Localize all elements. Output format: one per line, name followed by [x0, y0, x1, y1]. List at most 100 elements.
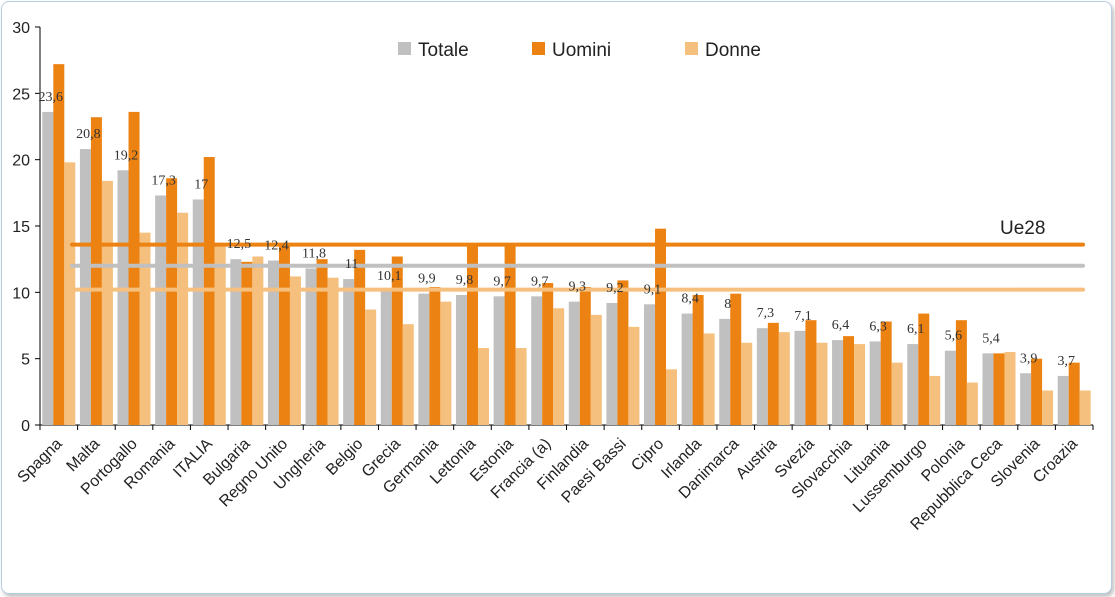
x-tick-label: Austria	[733, 435, 780, 482]
data-label-totale: 17,3	[151, 173, 176, 188]
bar-donne	[553, 308, 565, 425]
bar-totale	[606, 302, 618, 425]
bar-totale	[42, 111, 54, 425]
bar-uomini	[918, 313, 930, 425]
data-label-totale: 11	[345, 257, 358, 272]
bar-uomini	[466, 243, 478, 425]
legend: Totale Uomini Donne	[398, 40, 761, 61]
bar-donne	[477, 348, 489, 425]
reference-line-label: Ue28	[1000, 218, 1045, 239]
y-tick-label: 30	[12, 20, 30, 37]
data-label-totale: 19,2	[114, 148, 139, 163]
bar-donne	[440, 301, 452, 425]
bar-uomini	[542, 283, 554, 425]
data-label-totale: 9,2	[606, 281, 624, 296]
data-label-totale: 10,1	[377, 269, 402, 284]
bar-totale	[305, 268, 317, 425]
bar-donne	[252, 256, 264, 425]
data-label-totale: 9,9	[418, 272, 436, 287]
data-label-totale: 9,8	[456, 273, 474, 288]
bar-totale	[418, 293, 430, 425]
bar-donne	[139, 232, 151, 425]
bar-donne	[966, 382, 978, 425]
bar-donne	[289, 276, 301, 425]
bar-donne	[590, 314, 602, 425]
bar-uomini	[278, 245, 290, 425]
bar-totale	[455, 294, 467, 425]
bar-uomini	[843, 336, 855, 425]
data-label-totale: 9,1	[644, 282, 662, 297]
legend-swatch-uomini	[532, 42, 545, 55]
data-label-totale: 8,4	[681, 292, 699, 307]
bar-totale	[756, 328, 768, 425]
data-label-totale: 3,7	[1057, 354, 1075, 369]
data-label-totale: 3,9	[1020, 351, 1038, 366]
bar-uomini	[166, 178, 178, 425]
bar-uomini	[316, 259, 328, 425]
bar-totale	[1057, 375, 1069, 425]
bar-uomini	[955, 320, 967, 425]
bar-donne	[703, 333, 715, 425]
bar-uomini	[429, 287, 441, 425]
bar-donne	[816, 342, 828, 425]
data-label-totale: 6,4	[832, 318, 850, 333]
data-label-totale: 20,8	[76, 127, 101, 142]
y-tick-label: 10	[12, 285, 30, 302]
bar-totale	[982, 353, 994, 425]
bar-uomini	[53, 64, 65, 425]
data-label-totale: 12,4	[264, 238, 289, 253]
bar-donne	[1042, 390, 1054, 425]
data-label-totale: 5,6	[945, 329, 963, 344]
data-label-totale: 7,3	[757, 306, 775, 321]
bar-uomini	[90, 117, 102, 426]
bar-donne	[64, 162, 76, 425]
bar-donne	[1079, 390, 1091, 425]
bar-totale	[644, 304, 656, 425]
data-label-totale: 6,3	[869, 319, 887, 334]
bar-donne	[666, 369, 678, 425]
data-label-totale: 7,1	[794, 309, 812, 324]
bar-donne	[515, 348, 527, 425]
bar-uomini	[880, 321, 892, 425]
bar-totale	[343, 279, 355, 425]
bar-donne	[741, 342, 753, 425]
bar-totale	[568, 301, 580, 425]
y-tick-label: 0	[21, 418, 30, 435]
bar-uomini	[692, 294, 704, 425]
bar-totale	[681, 313, 693, 425]
bar-uomini	[504, 243, 516, 425]
bar-donne	[101, 180, 113, 425]
bar-donne	[177, 212, 189, 425]
bar-uomini	[617, 280, 629, 425]
bar-totale	[117, 170, 129, 425]
legend-swatch-totale	[398, 42, 411, 55]
bar-totale	[380, 291, 392, 425]
bar-uomini	[730, 293, 742, 425]
bar-totale	[907, 344, 919, 425]
bar-donne	[628, 326, 640, 425]
bar-totale	[192, 199, 204, 425]
bar-totale	[531, 296, 543, 425]
data-label-totale: 11,8	[302, 246, 326, 261]
bar-uomini	[993, 353, 1005, 425]
y-tick-label: 15	[12, 219, 30, 236]
data-label-totale: 5,4	[982, 331, 1000, 346]
data-label-totale: 8	[724, 297, 731, 312]
legend-label-totale: Totale	[418, 40, 469, 61]
bar-uomini	[1068, 362, 1080, 425]
bar-uomini	[579, 287, 591, 425]
bar-uomini	[354, 249, 366, 425]
data-label-totale: 12,5	[227, 237, 252, 252]
data-label-totale: 23,6	[39, 90, 64, 105]
bar-totale	[155, 195, 167, 425]
bar-uomini	[1031, 358, 1043, 425]
bar-totale	[719, 318, 731, 425]
bar-totale	[493, 296, 505, 425]
bar-totale	[869, 341, 881, 425]
bar-uomini	[805, 320, 817, 425]
bar-totale	[794, 330, 806, 425]
data-label-totale: 17	[194, 177, 208, 192]
data-label-totale: 9,7	[531, 274, 549, 289]
bar-totale	[1020, 373, 1032, 425]
